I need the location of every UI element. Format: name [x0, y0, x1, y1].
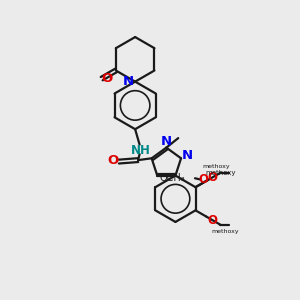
- Text: O: O: [107, 154, 118, 167]
- Text: OCH₃: OCH₃: [160, 173, 185, 183]
- Text: O: O: [208, 214, 218, 227]
- Text: methoxy: methoxy: [202, 164, 230, 169]
- Text: methoxy: methoxy: [205, 170, 236, 176]
- Text: O: O: [198, 172, 208, 186]
- Text: N: N: [123, 75, 134, 88]
- Text: methoxy: methoxy: [211, 229, 239, 234]
- Text: N: N: [182, 149, 193, 162]
- Text: O: O: [101, 72, 113, 85]
- Text: NH: NH: [130, 143, 150, 157]
- Text: O: O: [207, 171, 217, 184]
- Text: N: N: [161, 135, 172, 148]
